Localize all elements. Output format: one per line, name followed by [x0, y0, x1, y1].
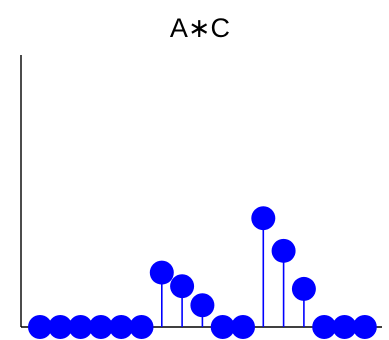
- stem-marker: [170, 274, 195, 299]
- stem-marker: [28, 315, 52, 339]
- stem-marker: [312, 315, 337, 339]
- stem-marker: [332, 315, 357, 339]
- stem-marker: [210, 315, 235, 339]
- stem-marker: [271, 238, 296, 263]
- stem-marker: [251, 206, 276, 231]
- stem-marker: [231, 315, 255, 339]
- stem-marker: [149, 260, 174, 285]
- stem-marker: [109, 315, 134, 339]
- stem-marker: [352, 315, 377, 339]
- stem-marker: [129, 315, 154, 339]
- stem-marker: [88, 315, 113, 339]
- stem-marker: [291, 276, 316, 301]
- chart-title: A∗C: [170, 13, 230, 43]
- stem-marker: [68, 315, 93, 339]
- stem-marker: [190, 293, 215, 318]
- stem-marker: [48, 315, 73, 339]
- stem-series: [28, 206, 377, 339]
